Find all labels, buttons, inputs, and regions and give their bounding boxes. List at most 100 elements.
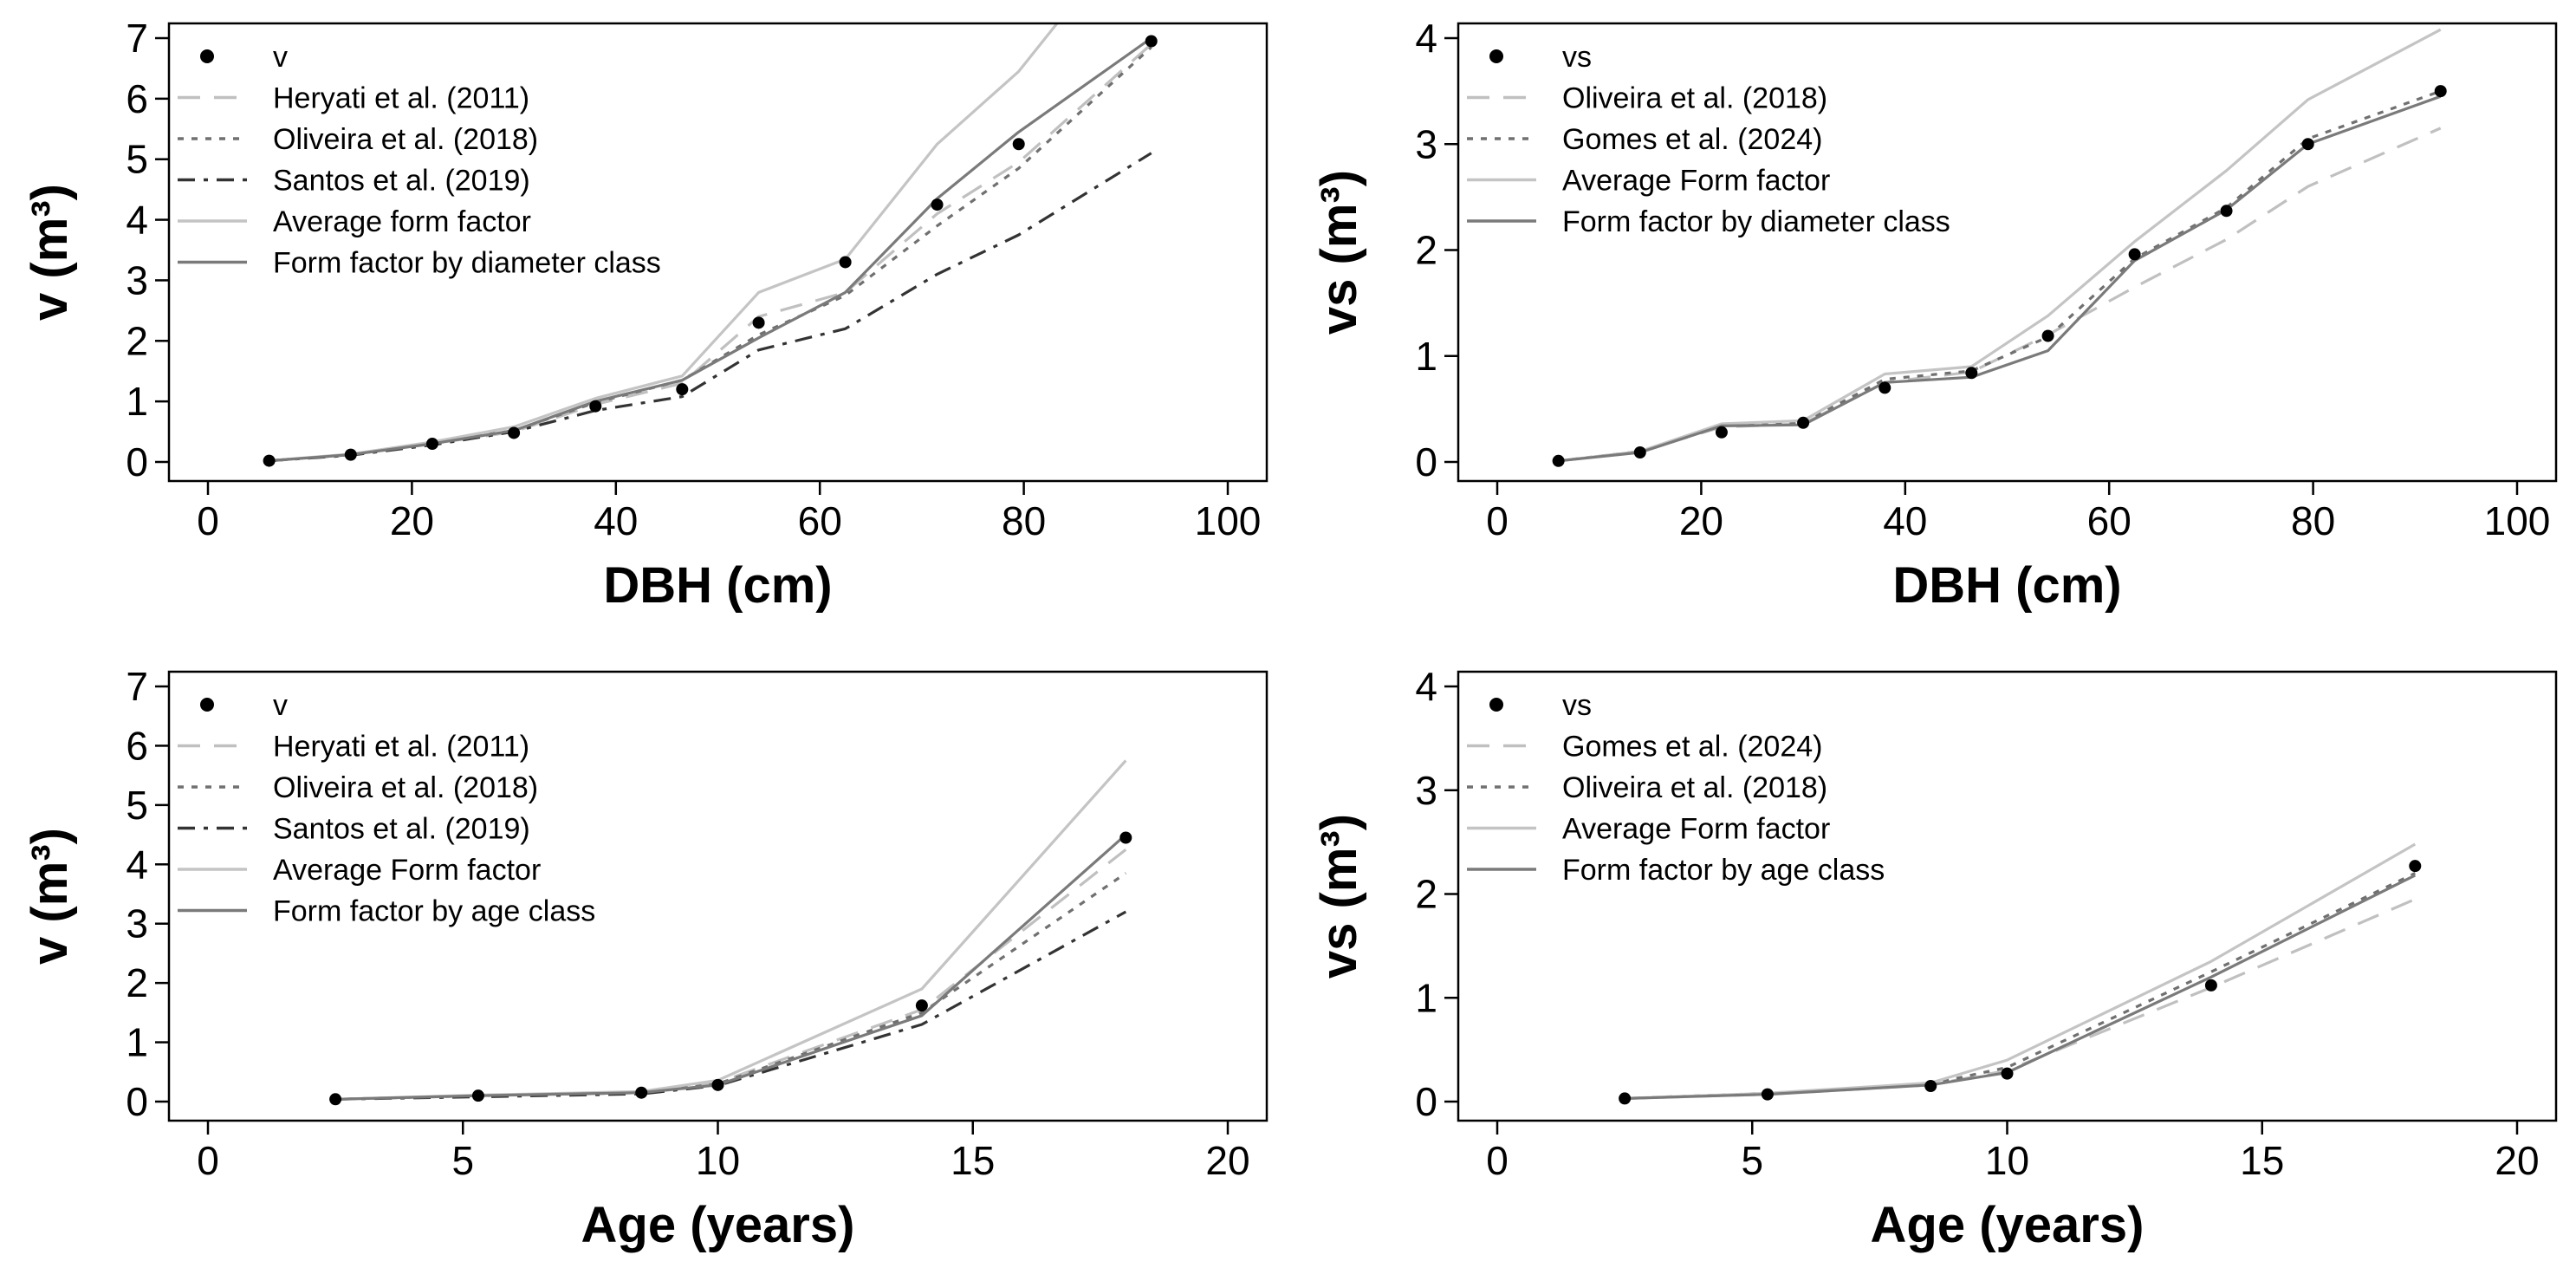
- plot-frame: [1457, 22, 2558, 483]
- observed-point: [329, 1093, 342, 1106]
- y-tick-label: 1: [1415, 334, 1437, 379]
- y-tick-label: 2: [126, 318, 148, 363]
- legend-label: Oliveira et al. (2018): [273, 123, 538, 156]
- x-tick-label: 100: [1195, 498, 1262, 543]
- y-tick-label: 4: [1415, 16, 1437, 61]
- observed-point: [471, 1089, 484, 1102]
- x-tick-label: 0: [1486, 1138, 1509, 1183]
- legend-label: Santos et al. (2019): [273, 165, 530, 198]
- y-tick-label: 6: [126, 723, 148, 768]
- y-tick-label: 0: [1415, 1079, 1437, 1124]
- legend-label: Santos et al. (2019): [273, 813, 530, 846]
- observed-point: [263, 454, 276, 467]
- legend: v Heryati et al. (2011) Oliveira et al. (2…: [178, 689, 595, 928]
- series-line-5: [269, 36, 1152, 463]
- legend-marker-observed: [200, 698, 214, 712]
- x-tick-label: 5: [451, 1138, 474, 1183]
- series-line-3: [1558, 28, 2442, 463]
- y-tick-label: 7: [126, 16, 148, 61]
- legend-label: Oliveira et al. (2018): [1562, 82, 1827, 115]
- legend-label: Oliveira et al. (2018): [273, 771, 538, 804]
- chart-panel-4: 0 1 2 3 4 0 5 10 15 20 Age (years) vs (m³) vs Gomes e…: [1311, 664, 2558, 1253]
- x-tick-label: 60: [798, 498, 842, 543]
- y-axis-title: vs (m³): [1311, 814, 1367, 979]
- observed-point: [2434, 85, 2447, 98]
- x-tick-label: 40: [594, 498, 638, 543]
- y-axis-title: v (m³): [22, 828, 78, 965]
- observed-point: [915, 999, 928, 1012]
- series-group: [329, 759, 1132, 1106]
- y-tick-label: 3: [1415, 768, 1437, 813]
- series-line-5: [335, 833, 1127, 1101]
- legend-label: v: [273, 689, 288, 722]
- y-tick-label: 2: [126, 960, 148, 1005]
- y-tick-label: 3: [126, 901, 148, 946]
- legend-label: Gomes et al. (2024): [1562, 731, 1822, 764]
- y-tick-label: 4: [126, 198, 148, 243]
- y-tick-label: 5: [126, 137, 148, 182]
- series-line-4: [1625, 874, 2417, 1100]
- y-tick-label: 0: [126, 1079, 148, 1124]
- observed-point: [2301, 138, 2314, 151]
- series-line-1: [335, 848, 1127, 1101]
- series-line-2: [335, 872, 1127, 1101]
- observed-point: [344, 448, 357, 461]
- legend-label: Average Form factor: [273, 854, 541, 887]
- x-axis-title: DBH (cm): [1892, 557, 2121, 614]
- legend-label: vs: [1562, 689, 1592, 722]
- series-line-4: [335, 759, 1127, 1101]
- legend-label: Heryati et al. (2011): [273, 82, 529, 115]
- series-group: [263, 23, 1158, 467]
- observed-point: [711, 1078, 724, 1091]
- legend-label: Form factor by diameter class: [273, 247, 661, 280]
- observed-point: [1878, 381, 1891, 394]
- series-group: [1619, 842, 2422, 1105]
- x-tick-label: 0: [197, 1138, 219, 1183]
- x-axis-title: Age (years): [1871, 1197, 2145, 1253]
- y-axis-title: vs (m³): [1311, 170, 1367, 335]
- y-tick-label: 1: [1415, 975, 1437, 1020]
- series-line-4: [269, 23, 1060, 463]
- observed-point: [1715, 426, 1728, 439]
- x-tick-label: 80: [1002, 498, 1046, 543]
- legend: vs Oliveira et al. (2018) Gomes et al. (20…: [1467, 41, 1950, 238]
- y-tick-label: 3: [126, 257, 148, 302]
- series-line-1: [1625, 898, 2416, 1100]
- legend-label: Average Form factor: [1562, 165, 1830, 198]
- x-tick-label: 10: [696, 1138, 740, 1183]
- observed-point: [508, 426, 521, 439]
- observed-point: [1119, 831, 1132, 844]
- observed-point: [1145, 35, 1158, 48]
- series-line-1: [1558, 127, 2442, 463]
- legend-label: Oliveira et al. (2018): [1562, 771, 1827, 804]
- observed-point: [1761, 1088, 1774, 1101]
- observed-point: [1552, 454, 1565, 467]
- observed-point: [2128, 248, 2141, 261]
- x-tick-label: 20: [2495, 1138, 2539, 1183]
- y-tick-label: 6: [126, 76, 148, 121]
- x-axis-title: Age (years): [581, 1197, 855, 1253]
- x-tick-label: 60: [2087, 498, 2132, 543]
- x-tick-label: 20: [390, 498, 434, 543]
- legend-marker-observed: [1489, 49, 1503, 63]
- x-tick-label: 40: [1883, 498, 1927, 543]
- legend-label: Form factor by age class: [273, 895, 595, 928]
- y-tick-label: 7: [126, 664, 148, 709]
- x-tick-label: 0: [197, 498, 219, 543]
- series-line-2: [1625, 872, 2416, 1100]
- x-tick-label: 80: [2291, 498, 2335, 543]
- x-tick-label: 15: [2240, 1138, 2284, 1183]
- y-axis-title: v (m³): [22, 184, 78, 321]
- observed-point: [2041, 329, 2054, 342]
- legend-label: Average form factor: [273, 205, 531, 238]
- legend-label: Average Form factor: [1562, 813, 1830, 846]
- legend: vs Gomes et al. (2024) Oliveira et al. (20…: [1467, 689, 1885, 887]
- legend-label: Heryati et al. (2011): [273, 731, 529, 764]
- observed-point: [425, 438, 438, 451]
- y-tick-label: 0: [1415, 439, 1437, 484]
- observed-point: [589, 400, 602, 413]
- plot-frame: [167, 22, 1269, 483]
- observed-point: [2409, 860, 2422, 873]
